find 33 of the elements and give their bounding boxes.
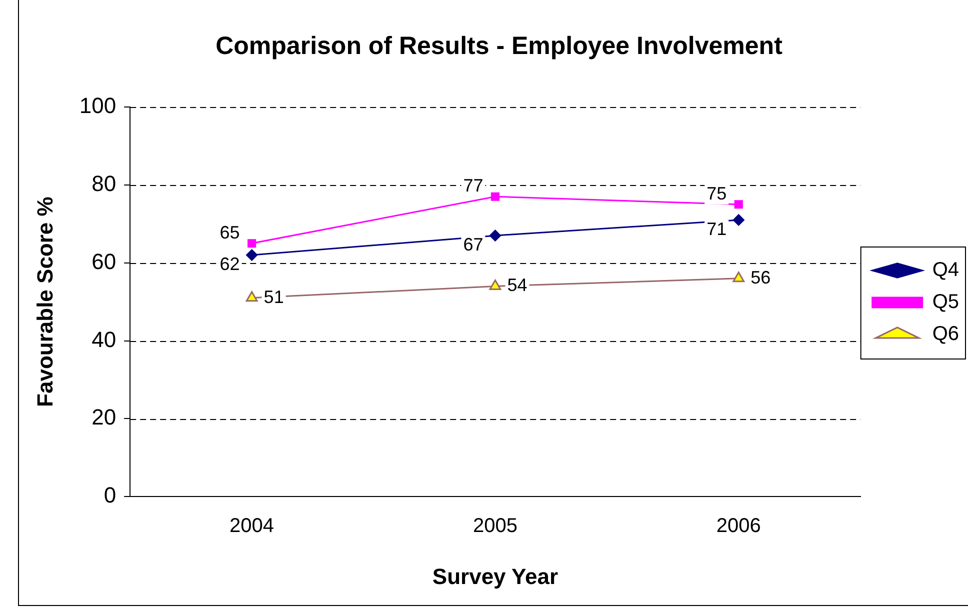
data-label: 77 [463, 176, 484, 196]
point [490, 192, 500, 201]
point [734, 200, 743, 209]
x-tick-label: 2005 [472, 515, 518, 538]
y-axis-title: Favourable Score % [32, 196, 58, 407]
point [489, 279, 502, 290]
data-label: 71 [706, 218, 727, 239]
data-label: 65 [220, 222, 240, 242]
legend-label: Q4 [932, 259, 960, 282]
data-label: 67 [463, 234, 484, 255]
x-axis-title: Survey Year [432, 564, 558, 589]
point [732, 214, 744, 226]
data-label: 75 [706, 183, 727, 204]
y-tick-label: 20 [92, 404, 116, 430]
x-tick-label: 2006 [716, 515, 761, 538]
point [248, 239, 256, 248]
y-tick-label: 100 [79, 93, 116, 118]
y-tick-label: 60 [92, 248, 116, 274]
legend-label: Q5 [932, 291, 960, 314]
legend-label: Q6 [932, 323, 960, 346]
data-label: 51 [264, 286, 284, 307]
data-label: 54 [507, 275, 528, 296]
chart-title: Comparison of Results - Employee Involvement [216, 32, 784, 60]
point [246, 249, 258, 261]
point [246, 291, 258, 302]
data-label: 56 [750, 267, 771, 288]
data-label: 62 [220, 254, 240, 274]
point [489, 230, 501, 242]
y-tick-label: 0 [104, 482, 116, 508]
y-tick-label: 40 [92, 326, 116, 352]
x-tick-label: 2004 [230, 515, 274, 538]
y-tick-label: 80 [92, 170, 116, 196]
point [732, 272, 745, 282]
